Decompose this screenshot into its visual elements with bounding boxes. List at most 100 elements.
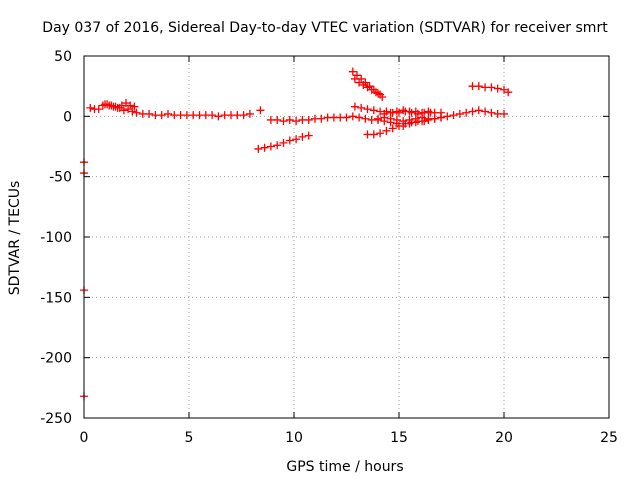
data-point xyxy=(376,129,385,138)
data-point xyxy=(208,111,217,120)
data-point xyxy=(122,99,130,108)
y-tick-label: -200 xyxy=(40,351,72,367)
data-point xyxy=(145,109,154,118)
data-point xyxy=(304,131,313,140)
data-point xyxy=(392,119,401,128)
data-point xyxy=(245,109,254,118)
data-point xyxy=(348,67,357,76)
x-tick-label: 15 xyxy=(390,430,408,446)
data-point xyxy=(130,102,139,111)
data-point xyxy=(285,136,294,145)
data-point xyxy=(342,113,351,122)
data-point xyxy=(355,78,364,87)
data-point xyxy=(254,144,263,153)
data-point xyxy=(350,74,359,83)
data-point xyxy=(443,112,452,121)
data-point xyxy=(117,101,126,110)
data-point xyxy=(266,142,275,151)
data-point xyxy=(304,115,313,124)
data-point xyxy=(94,105,103,114)
x-tick-label: 20 xyxy=(495,430,513,446)
y-tick-label: -250 xyxy=(40,411,72,427)
data-point xyxy=(363,105,372,114)
y-axis-label: SDTVAR / TECUs xyxy=(7,181,23,296)
data-point xyxy=(386,118,395,127)
data-point xyxy=(105,101,114,110)
data-point xyxy=(279,117,288,126)
data-point xyxy=(239,111,248,120)
data-point xyxy=(386,108,395,117)
data-point xyxy=(292,117,301,126)
data-point xyxy=(355,113,364,122)
data-point xyxy=(411,118,420,127)
data-point xyxy=(424,107,433,116)
x-tick-label: 10 xyxy=(285,430,303,446)
data-point xyxy=(374,89,382,98)
y-tick-label: -150 xyxy=(40,290,72,306)
data-point xyxy=(361,114,370,123)
data-point xyxy=(487,83,496,92)
data-point xyxy=(279,138,288,147)
data-point xyxy=(86,103,95,112)
data-point xyxy=(109,102,118,111)
data-point xyxy=(388,124,397,133)
data-point xyxy=(157,111,166,120)
data-point xyxy=(369,130,378,139)
data-point xyxy=(292,135,301,144)
data-point xyxy=(462,108,471,117)
data-point xyxy=(119,106,128,115)
data-point xyxy=(371,88,380,97)
data-point xyxy=(449,111,458,120)
data-point xyxy=(399,106,408,115)
data-point xyxy=(260,143,269,152)
y-tick-label: 50 xyxy=(54,49,72,65)
data-point xyxy=(407,108,416,117)
data-points xyxy=(80,67,513,401)
data-point xyxy=(369,106,378,115)
data-point xyxy=(474,82,483,91)
data-point xyxy=(376,90,385,99)
data-point xyxy=(363,83,372,92)
data-point xyxy=(132,108,141,117)
data-point xyxy=(357,103,366,112)
x-tick-label: 25 xyxy=(600,430,618,446)
x-tick-label: 5 xyxy=(185,430,194,446)
data-point xyxy=(348,112,357,121)
plot-frame xyxy=(83,55,610,419)
data-point xyxy=(418,108,427,117)
data-point xyxy=(285,115,294,124)
data-point xyxy=(353,71,361,80)
data-point xyxy=(101,100,109,109)
data-point xyxy=(128,107,137,116)
data-point xyxy=(380,117,389,126)
axes: 0 5 10 15 20 25 -250 -200 -150 -100 -50 0 50 xyxy=(40,49,618,446)
data-point xyxy=(273,141,282,150)
grid-lines xyxy=(84,56,609,418)
data-point xyxy=(374,115,382,124)
data-point xyxy=(126,101,135,110)
data-point xyxy=(500,109,508,118)
data-point xyxy=(399,121,408,130)
data-point xyxy=(350,102,359,111)
data-point xyxy=(273,115,282,124)
data-point xyxy=(493,84,502,93)
y-tick-label: -50 xyxy=(49,170,72,186)
data-point xyxy=(256,106,265,115)
data-point xyxy=(298,132,307,141)
chart-title: Day 037 of 2016, Sidereal Day-to-day VTE… xyxy=(42,20,608,36)
data-point xyxy=(113,103,122,112)
y-tick-label: -100 xyxy=(40,230,72,246)
data-point xyxy=(474,106,483,115)
data-point xyxy=(382,126,391,135)
data-point xyxy=(487,108,496,117)
data-point xyxy=(164,109,172,118)
data-point xyxy=(500,85,508,94)
data-point xyxy=(214,112,223,121)
y-tick-label: 0 xyxy=(63,109,72,125)
data-point xyxy=(411,107,420,116)
data-point xyxy=(359,80,368,89)
data-point xyxy=(504,88,513,97)
data-point xyxy=(418,117,427,126)
data-point xyxy=(481,107,490,116)
